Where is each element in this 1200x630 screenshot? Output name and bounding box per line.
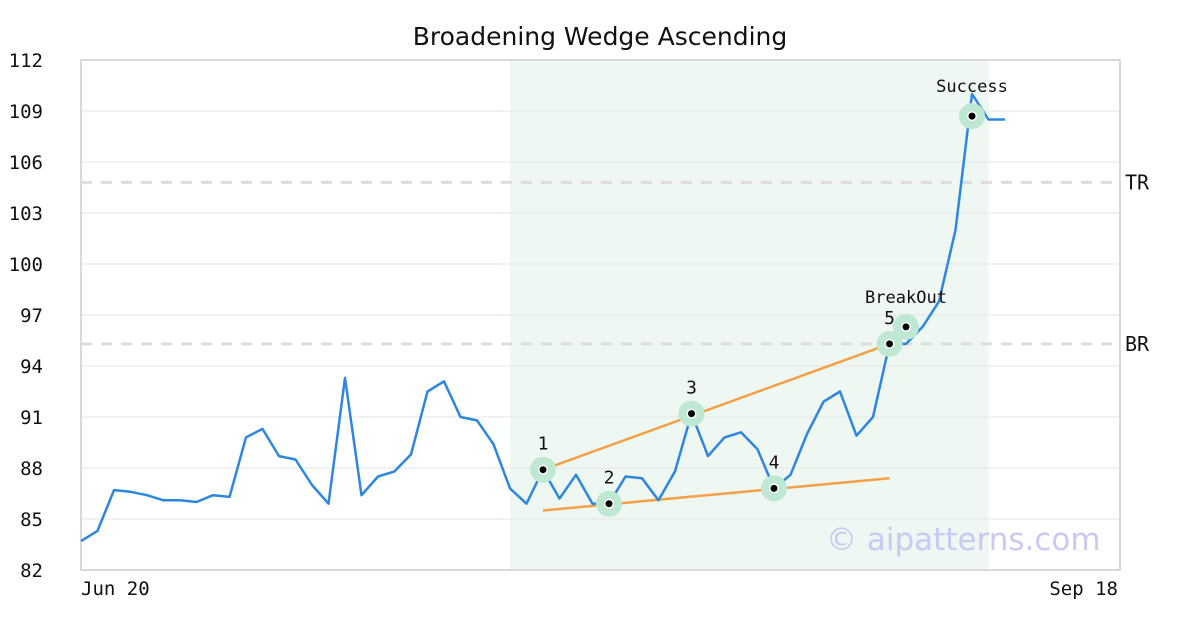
y-tick-label: 100 [9, 254, 43, 276]
x-tick-label: Sep 18 [1049, 578, 1118, 600]
y-tick-label: 94 [20, 356, 43, 378]
level-label: BR [1125, 332, 1150, 356]
point-label: 1 [538, 434, 549, 455]
y-tick-label: 97 [20, 305, 43, 327]
point-marker [605, 500, 613, 508]
y-tick-label: 109 [9, 101, 43, 123]
point-label: 5 [884, 308, 895, 329]
y-tick-label: 106 [9, 152, 43, 174]
y-tick-label: 85 [20, 509, 43, 531]
point-label: 3 [686, 378, 697, 399]
y-tick-label: 112 [9, 50, 43, 72]
point-marker [968, 112, 976, 120]
chart-title: Broadening Wedge Ascending [412, 22, 788, 51]
plot-frame [80, 59, 1121, 571]
level-label: TR [1125, 170, 1150, 194]
point-label: 2 [604, 468, 615, 489]
point-marker [770, 484, 778, 492]
point-marker [688, 410, 695, 418]
point-label: 4 [769, 452, 780, 473]
trendline [542, 342, 890, 471]
point-marker [886, 340, 893, 348]
watermark: © aipatterns.com [826, 522, 1101, 558]
y-tick-label: 91 [20, 407, 43, 429]
point-marker [539, 466, 547, 474]
y-tick-label: 82 [20, 560, 43, 582]
y-tick-label: 88 [20, 458, 43, 480]
point-label: BreakOut [865, 288, 947, 308]
point-marker [902, 323, 910, 331]
point-label: Success [936, 77, 1008, 97]
x-tick-label: Jun 20 [81, 578, 150, 600]
y-tick-label: 103 [9, 203, 43, 225]
